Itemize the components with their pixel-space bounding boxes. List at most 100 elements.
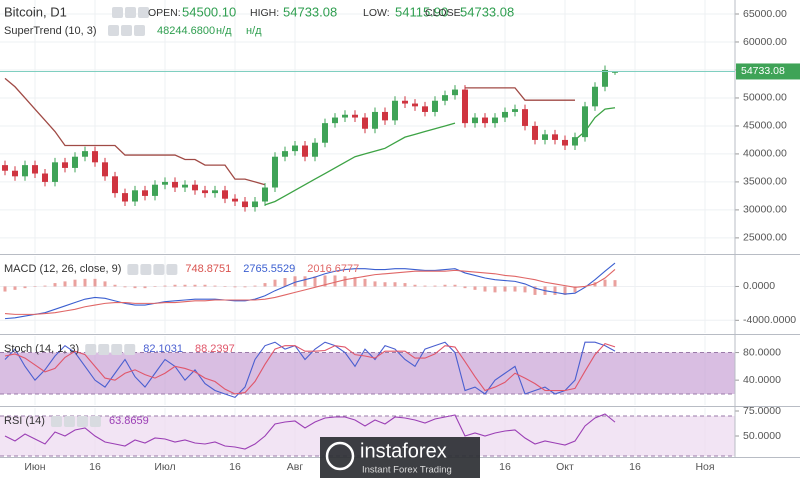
candle-body	[422, 106, 428, 112]
histogram-bar	[323, 275, 327, 287]
histogram-bar	[443, 284, 447, 287]
candle-body	[582, 106, 588, 138]
indicator-title: MACD (12, 26, close, 9)	[4, 263, 121, 275]
icon	[63, 416, 75, 427]
candle-body	[202, 190, 208, 194]
candle-body	[592, 86, 598, 107]
histogram-bar	[503, 286, 507, 292]
candle-body	[242, 201, 248, 208]
candle-body	[602, 69, 608, 87]
histogram-bar	[73, 279, 77, 287]
histogram-bar	[463, 286, 467, 289]
icon	[108, 25, 119, 36]
supertrend-na: н/д	[246, 25, 262, 37]
indicator-value: 2016.6777	[307, 263, 359, 275]
candle-body	[612, 71, 618, 73]
watermark-subtitle: Instant Forex Trading	[362, 465, 452, 476]
candle-body	[112, 176, 118, 194]
histogram-bar	[193, 284, 197, 287]
candle-body	[132, 190, 138, 202]
candle-body	[342, 114, 348, 118]
supertrend-title: SuperTrend (10, 3)	[4, 25, 97, 37]
candle-body	[482, 117, 488, 124]
supertrend-line	[4, 77, 575, 186]
candle-body	[182, 184, 188, 188]
histogram-bar	[223, 286, 227, 287]
ohlc-value: 54733.08	[283, 4, 337, 19]
icon	[140, 264, 152, 275]
candle-body	[152, 184, 158, 196]
histogram-bar	[93, 278, 97, 287]
histogram-bar	[383, 282, 387, 287]
candle-body	[232, 198, 238, 202]
candle-body	[312, 142, 318, 157]
candle-body	[262, 187, 268, 202]
candle-body	[12, 170, 18, 177]
y-tick-label: 50.0000	[743, 430, 781, 442]
candle-body	[2, 165, 8, 171]
histogram-bar	[143, 286, 147, 289]
x-tick-label: 16	[229, 461, 241, 473]
indicator-title: RSI (14)	[4, 415, 45, 427]
x-tick-label: 16	[499, 461, 511, 473]
y-tick-label: 65000.00	[743, 8, 787, 20]
watermark-icon	[325, 441, 355, 471]
histogram-bar	[603, 279, 607, 287]
histogram-bar	[243, 286, 247, 288]
candle-body	[372, 111, 378, 129]
histogram-bar	[613, 280, 617, 287]
indicator-value: 88.2397	[195, 343, 235, 355]
x-tick-label: Авг	[287, 461, 304, 473]
last-price-tag	[736, 63, 800, 80]
candle-body	[212, 190, 218, 194]
supertrend-na: н/д	[216, 25, 232, 37]
candle-body	[22, 165, 28, 177]
y-tick-label: 40000.00	[743, 148, 787, 160]
histogram-bar	[113, 284, 117, 287]
icon	[50, 416, 62, 427]
y-tick-label: 80.0000	[743, 346, 781, 358]
icon	[127, 264, 139, 275]
icon	[138, 7, 149, 18]
icon	[111, 344, 123, 355]
y-tick-label: 75.0000	[743, 405, 781, 417]
histogram-bar	[553, 286, 557, 295]
watermark-title: instaforex	[360, 440, 447, 462]
histogram-bar	[493, 286, 497, 293]
histogram-bar	[23, 286, 27, 289]
histogram-bar	[173, 284, 177, 287]
histogram-bar	[53, 283, 57, 287]
candle-body	[322, 123, 328, 143]
icon	[134, 25, 145, 36]
histogram-bar	[433, 285, 437, 287]
candle-body	[542, 134, 548, 140]
candle-body	[292, 145, 298, 152]
indicator-title: Stoch (14, 1, 3)	[4, 343, 79, 355]
band	[0, 352, 735, 394]
histogram-bar	[513, 286, 517, 292]
candle-body	[562, 139, 568, 146]
candle-body	[452, 89, 458, 96]
candle-body	[272, 156, 278, 188]
candle-body	[302, 145, 308, 157]
histogram-bar	[273, 279, 277, 287]
candle-body	[392, 100, 398, 121]
histogram-bar	[203, 284, 207, 287]
histogram-bar	[293, 276, 297, 287]
histogram-bar	[103, 281, 107, 287]
indicator-value: 2765.5529	[243, 263, 295, 275]
candle-body	[102, 162, 108, 177]
x-tick-label: Июн	[24, 461, 45, 473]
ohlc-label: CLOSE:	[425, 7, 464, 19]
histogram-bar	[153, 286, 157, 287]
candle-body	[512, 109, 518, 112]
histogram-bar	[123, 286, 127, 288]
x-tick-label: 16	[89, 461, 101, 473]
histogram-bar	[573, 286, 577, 293]
histogram-bar	[363, 278, 367, 287]
icon	[85, 344, 97, 355]
indicator-line	[4, 413, 616, 450]
indicator-line	[4, 262, 616, 320]
histogram-bar	[233, 286, 237, 288]
